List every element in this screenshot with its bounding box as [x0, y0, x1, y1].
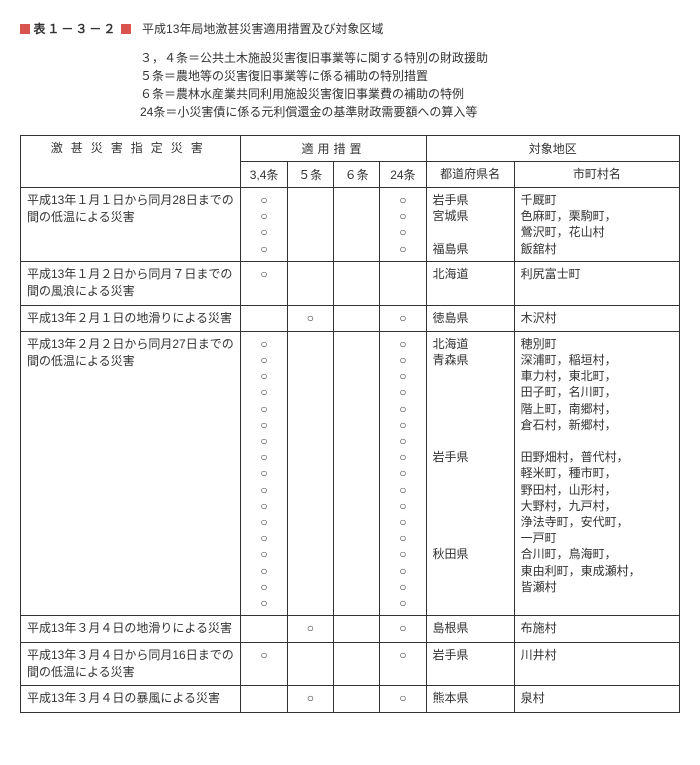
table-row: 平成13年１月１日から同月28日までの間の低温による災害○○○○○○○○岩手県宮…	[21, 188, 680, 262]
measure-cell: ○	[287, 305, 333, 331]
header-c5: ５条	[287, 162, 333, 188]
table-row: 平成13年３月４日から同月16日までの間の低温による災害○○岩手県川井村	[21, 642, 680, 686]
measure-cell	[380, 261, 426, 305]
disaster-cell: 平成13年３月４日の暴風による災害	[21, 686, 241, 712]
measure-cell: ○	[287, 686, 333, 712]
measure-cell	[333, 642, 379, 686]
measure-cell	[333, 305, 379, 331]
measure-cell: ○○○○	[241, 188, 287, 262]
town-cell: 木沢村	[514, 305, 679, 331]
measure-cell: ○	[380, 305, 426, 331]
legend-line: ３，４条＝公共土木施設災害復旧事業等に関する特別の財政援助	[140, 49, 680, 67]
prefecture-cell: 熊本県	[426, 686, 514, 712]
table-row: 平成13年２月１日の地滑りによる災害○○徳島県木沢村	[21, 305, 680, 331]
measure-cell: ○	[241, 261, 287, 305]
disaster-cell: 平成13年１月２日から同月７日までの間の風浪による災害	[21, 261, 241, 305]
header-area: 対象地区	[426, 136, 679, 162]
prefecture-cell: 岩手県	[426, 642, 514, 686]
town-cell: 穂別町深浦町，稲垣村，車力村，東北町，田子町，名川町，階上町，南郷村，倉石村，新…	[514, 331, 679, 615]
measure-cell: ○○○○	[380, 188, 426, 262]
header-c24: 24条	[380, 162, 426, 188]
header-pref: 都道府県名	[426, 162, 514, 188]
measure-cell: ○○○○○○○○○○○○○○○○○	[380, 331, 426, 615]
table-row: 平成13年１月２日から同月７日までの間の風浪による災害○ 北海道利尻富士町	[21, 261, 680, 305]
town-cell: 利尻富士町	[514, 261, 679, 305]
measure-cell	[287, 331, 333, 615]
town-cell: 布施村	[514, 616, 679, 642]
measure-cell: ○	[287, 616, 333, 642]
prefecture-cell: 岩手県宮城県 福島県	[426, 188, 514, 262]
header-town: 市町村名	[514, 162, 679, 188]
title-marker-left	[20, 24, 30, 34]
measure-cell	[287, 642, 333, 686]
header-c6: ６条	[333, 162, 379, 188]
disaster-cell: 平成13年３月４日から同月16日までの間の低温による災害	[21, 642, 241, 686]
header-disaster: 激甚災害指定災害	[21, 136, 241, 188]
legend-block: ３，４条＝公共土木施設災害復旧事業等に関する特別の財政援助 ５条＝農地等の災害復…	[140, 49, 680, 121]
disaster-table: 激甚災害指定災害 適用措置 対象地区 3,4条 ５条 ６条 24条 都道府県名 …	[20, 135, 680, 713]
town-cell: 川井村	[514, 642, 679, 686]
measure-cell	[241, 686, 287, 712]
table-row: 平成13年２月２日から同月27日までの間の低温による災害○○○○○○○○○○○○…	[21, 331, 680, 615]
disaster-cell: 平成13年１月１日から同月28日までの間の低温による災害	[21, 188, 241, 262]
measure-cell	[333, 686, 379, 712]
measure-cell	[333, 188, 379, 262]
title-marker-right	[121, 24, 131, 34]
table-number: 表１－３－２	[33, 22, 117, 36]
measure-cell	[287, 261, 333, 305]
header-measures: 適用措置	[241, 136, 426, 162]
measure-cell	[241, 616, 287, 642]
table-row: 平成13年３月４日の暴風による災害○○熊本県泉村	[21, 686, 680, 712]
legend-line: ６条＝農林水産業共同利用施設災害復旧事業費の補助の特例	[140, 85, 680, 103]
measure-cell: ○	[380, 616, 426, 642]
disaster-cell: 平成13年３月４日の地滑りによる災害	[21, 616, 241, 642]
legend-line: 24条＝小災害債に係る元利償還金の基準財政需要額への算入等	[140, 103, 680, 121]
disaster-cell: 平成13年２月２日から同月27日までの間の低温による災害	[21, 331, 241, 615]
town-cell: 泉村	[514, 686, 679, 712]
measure-cell	[241, 305, 287, 331]
prefecture-cell: 徳島県	[426, 305, 514, 331]
header-c34: 3,4条	[241, 162, 287, 188]
prefecture-cell: 北海道青森県 岩手県 秋田県	[426, 331, 514, 615]
measure-cell	[333, 331, 379, 615]
disaster-cell: 平成13年２月１日の地滑りによる災害	[21, 305, 241, 331]
measure-cell	[287, 188, 333, 262]
measure-cell: ○	[380, 642, 426, 686]
table-title: 平成13年局地激甚災害適用措置及び対象区域	[142, 22, 383, 36]
legend-line: ５条＝農地等の災害復旧事業等に係る補助の特別措置	[140, 67, 680, 85]
measure-cell: ○○○○○○○○○○○○○○○○○	[241, 331, 287, 615]
prefecture-cell: 北海道	[426, 261, 514, 305]
prefecture-cell: 島根県	[426, 616, 514, 642]
title-row: 表１－３－２ 平成13年局地激甚災害適用措置及び対象区域	[20, 20, 680, 37]
table-row: 平成13年３月４日の地滑りによる災害○○島根県布施村	[21, 616, 680, 642]
town-cell: 千厩町色麻町，栗駒町，鶯沢町，花山村飯舘村	[514, 188, 679, 262]
table-body: 平成13年１月１日から同月28日までの間の低温による災害○○○○○○○○岩手県宮…	[21, 188, 680, 713]
measure-cell: ○	[380, 686, 426, 712]
measure-cell: ○	[241, 642, 287, 686]
measure-cell	[333, 261, 379, 305]
measure-cell	[333, 616, 379, 642]
